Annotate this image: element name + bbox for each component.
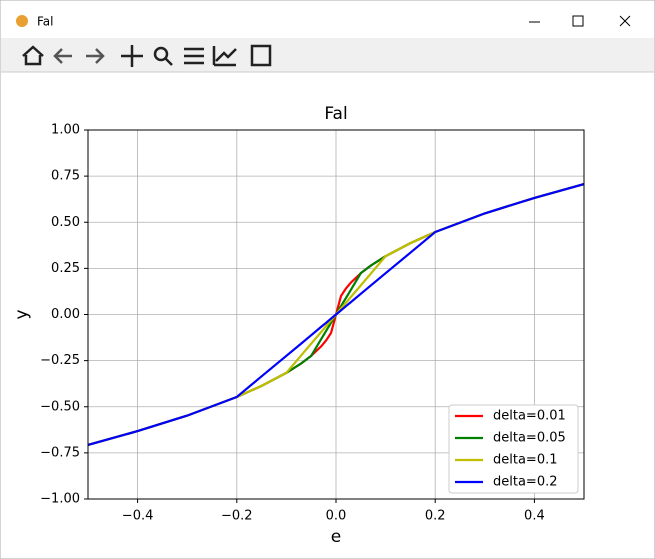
series-line: [88, 182, 584, 447]
y-tick-label: 0.00: [51, 307, 80, 322]
app-icon: [16, 15, 28, 27]
zoom-handle: [164, 57, 173, 66]
legend-box: [448, 404, 579, 494]
pan-button[interactable]: [121, 45, 143, 67]
y-tick-label: 1.00: [51, 123, 80, 138]
x-tick-label: −0.4: [122, 509, 154, 524]
back-button[interactable]: [53, 48, 72, 64]
window-title: Fal: [37, 15, 54, 29]
legend-label: delta=0.05: [493, 431, 566, 446]
y-tick-label: 0.25: [51, 261, 80, 276]
edit-axis-button[interactable]: [212, 46, 237, 67]
forward-button[interactable]: [86, 48, 105, 64]
maximize-button[interactable]: [572, 15, 584, 27]
y-axis-label: y: [12, 309, 32, 319]
x-tick-label: −0.2: [221, 509, 253, 524]
configure-button[interactable]: [184, 47, 204, 65]
toolbar: [1, 38, 654, 72]
x-tick-label: 0.4: [524, 509, 545, 524]
close-button[interactable]: [619, 15, 631, 27]
legend-label: delta=0.01: [493, 409, 566, 424]
y-tick-label: −0.50: [40, 399, 80, 414]
legend-label: delta=0.1: [493, 453, 558, 468]
plot-frame: [87, 129, 585, 500]
toolbar-icons: [22, 44, 272, 67]
save-button[interactable]: [250, 44, 272, 67]
x-tick-label: 0.0: [326, 509, 347, 524]
y-tick-label: −0.75: [40, 445, 80, 460]
legend-label: delta=0.2: [493, 475, 558, 490]
y-tick-label: −1.00: [40, 492, 80, 507]
y-tick-label: 0.50: [51, 215, 80, 230]
zoom-button[interactable]: [153, 46, 169, 62]
x-tick-label: 0.2: [425, 509, 446, 524]
home-button[interactable]: [22, 45, 44, 66]
chart-title: Fal: [324, 104, 347, 124]
y-tick-label: −0.25: [40, 353, 80, 368]
y-tick-label: 0.75: [51, 169, 80, 184]
title-bar: [1, 1, 654, 38]
x-axis-label: e: [331, 527, 341, 547]
